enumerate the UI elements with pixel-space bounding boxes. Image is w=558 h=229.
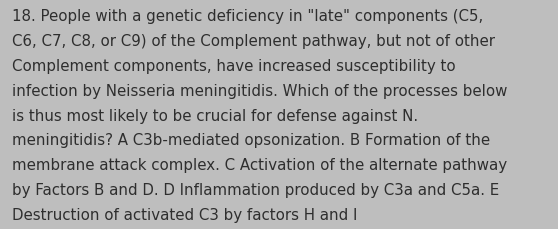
Text: 18. People with a genetic deficiency in "late" components (C5,: 18. People with a genetic deficiency in … <box>12 9 484 24</box>
Text: by Factors B and D. D Inflammation produced by C3a and C5a. E: by Factors B and D. D Inflammation produ… <box>12 182 499 197</box>
Text: is thus most likely to be crucial for defense against N.: is thus most likely to be crucial for de… <box>12 108 418 123</box>
Text: Complement components, have increased susceptibility to: Complement components, have increased su… <box>12 59 456 74</box>
Text: Destruction of activated C3 by factors H and I: Destruction of activated C3 by factors H… <box>12 207 358 222</box>
Text: C6, C7, C8, or C9) of the Complement pathway, but not of other: C6, C7, C8, or C9) of the Complement pat… <box>12 34 496 49</box>
Text: infection by Neisseria meningitidis. Which of the processes below: infection by Neisseria meningitidis. Whi… <box>12 83 508 98</box>
Text: meningitidis? A C3b-mediated opsonization. B Formation of the: meningitidis? A C3b-mediated opsonizatio… <box>12 133 490 148</box>
Text: membrane attack complex. C Activation of the alternate pathway: membrane attack complex. C Activation of… <box>12 158 507 172</box>
